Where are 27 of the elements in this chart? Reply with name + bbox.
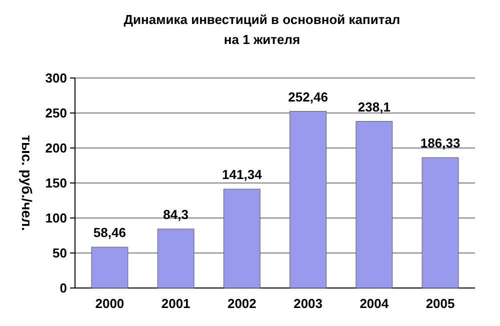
x-tick-label: 2000 xyxy=(95,296,124,311)
data-label: 141,34 xyxy=(222,167,263,182)
y-tick-label: 300 xyxy=(45,70,67,86)
data-label: 252,46 xyxy=(288,89,328,104)
y-tick-label: 150 xyxy=(45,176,67,191)
bar xyxy=(356,121,393,288)
y-tick-label: 250 xyxy=(45,106,67,121)
y-tick-label: 100 xyxy=(45,210,67,226)
y-tick-label: 50 xyxy=(52,246,67,261)
x-tick-label: 2005 xyxy=(426,296,455,311)
data-label: 186,33 xyxy=(420,136,460,151)
x-tick-label: 2002 xyxy=(227,296,256,311)
y-axis-title: тыс. руб./чел. xyxy=(19,135,35,231)
bar xyxy=(91,246,128,288)
x-tick-label: 2004 xyxy=(360,296,390,311)
bar xyxy=(422,157,459,288)
x-tick-label: 2001 xyxy=(161,296,190,311)
bar xyxy=(224,188,260,288)
data-label: 58,46 xyxy=(93,225,126,240)
x-tick-label: 2003 xyxy=(294,296,323,311)
data-label: 84,3 xyxy=(163,206,188,222)
bar xyxy=(157,228,194,288)
y-tick-label: 0 xyxy=(60,280,67,296)
chart-title: Динамика инвестиций в основной капитал на 1 жителя xyxy=(124,12,400,47)
bar xyxy=(290,111,326,288)
y-tick-label: 200 xyxy=(45,140,67,156)
data-label: 238,1 xyxy=(358,99,390,114)
